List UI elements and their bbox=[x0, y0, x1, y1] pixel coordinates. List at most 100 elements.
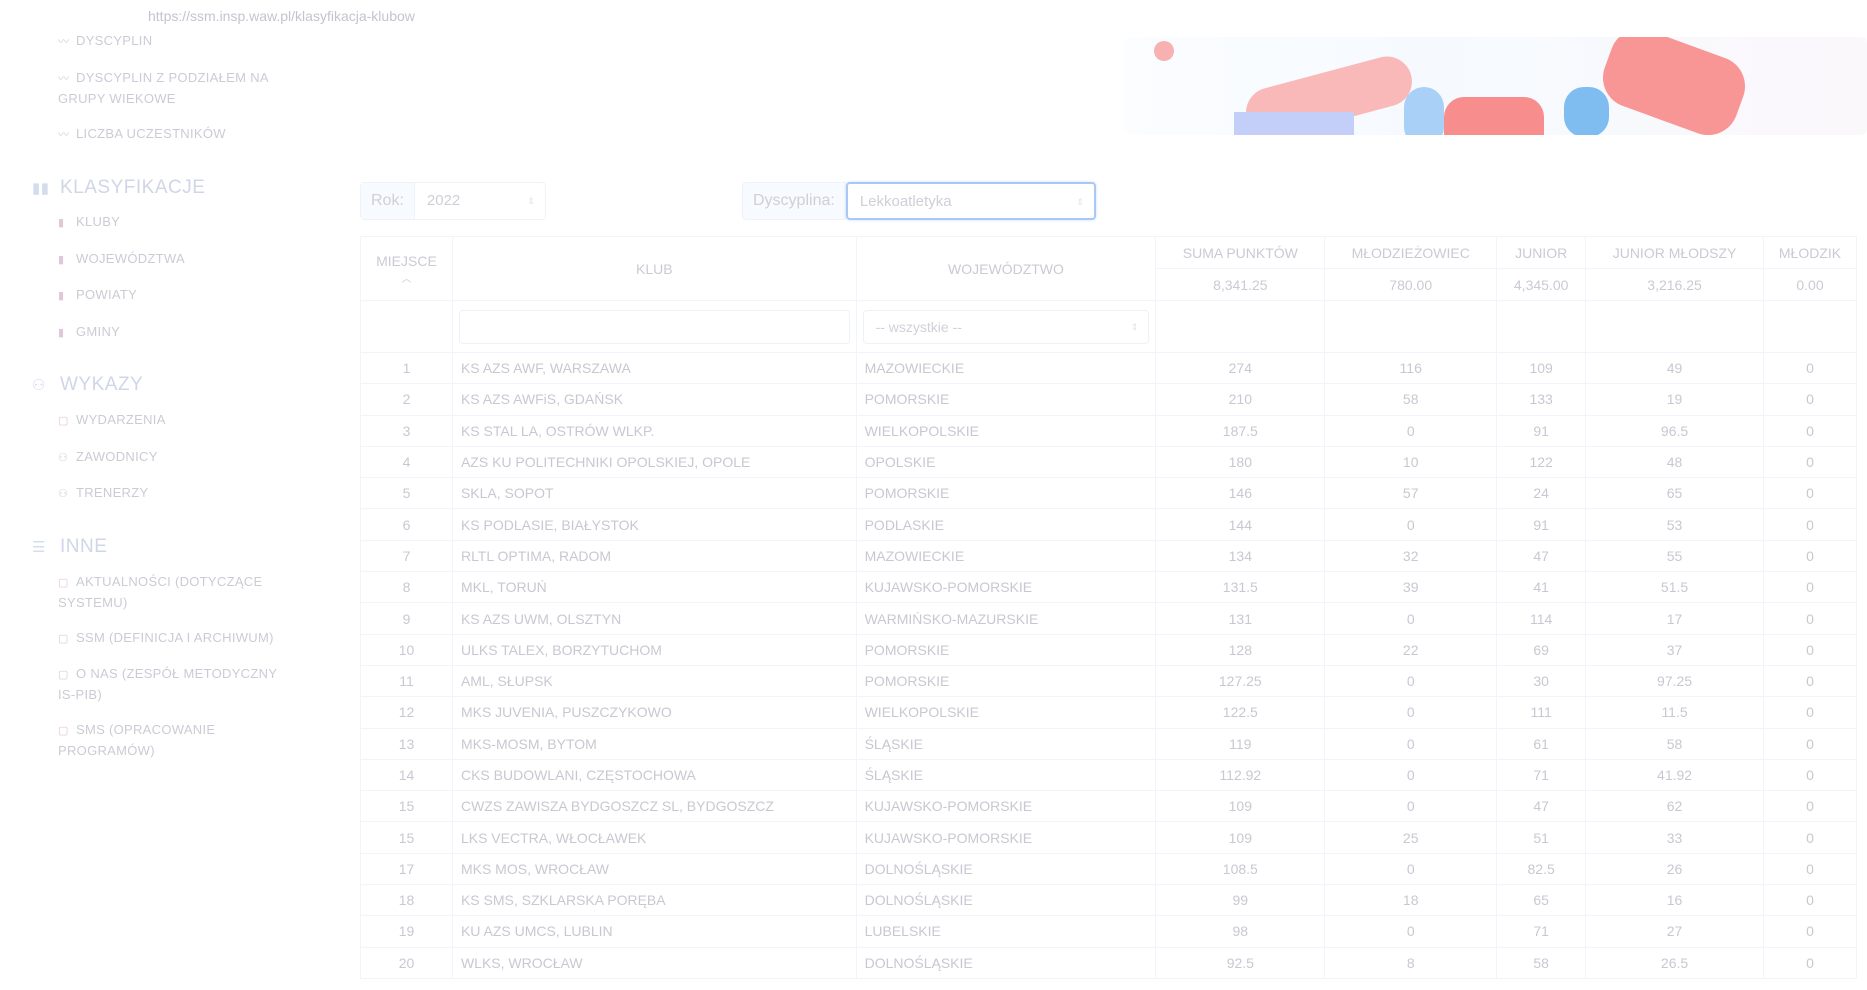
header-club[interactable]: KLUB bbox=[451, 236, 857, 301]
cell-youth: 0 bbox=[1762, 790, 1858, 823]
table-row: 10 ULKS TALEX, BORZYTUCHOM POMORSKIE 128 22 6… bbox=[360, 633, 1858, 666]
cell-club: KS STAL LA, OSTRÓW WLKP. bbox=[451, 414, 857, 447]
sidebar-item-wojewodztwa[interactable]: ▮ WOJEWÓDZTWA bbox=[58, 249, 298, 270]
discipline-value: Lekkoatletyka bbox=[859, 193, 952, 210]
cell-sum: 128 bbox=[1155, 633, 1326, 666]
filter-cell bbox=[1155, 300, 1326, 353]
cell-u23: 0 bbox=[1324, 414, 1498, 447]
sidebar-item-wydarzenia[interactable]: ▢ WYDARZENIA bbox=[58, 410, 298, 431]
cell-place: 10 bbox=[360, 633, 453, 666]
header-junior[interactable]: JUNIOR bbox=[1496, 236, 1587, 269]
sidebar-item-liczba-uczestnikow[interactable]: 〰 LICZBA UCZESTNIKÓW bbox=[58, 124, 298, 145]
cell-youth: 0 bbox=[1762, 477, 1858, 510]
sidebar-item-dyscyplin[interactable]: 〰 DYSCYPLIN bbox=[58, 31, 298, 52]
header-junior-young[interactable]: JUNIOR MŁODSZY bbox=[1585, 236, 1764, 269]
sidebar-item-sms[interactable]: ▢ SMS (OPRACOWANIE PROGRAMÓW) bbox=[58, 720, 298, 761]
sidebar-item-powiaty[interactable]: ▮ POWIATY bbox=[58, 285, 298, 306]
sidebar-item-ssm[interactable]: ▢ SSM (DEFINICJA I ARCHIWUM) bbox=[58, 628, 298, 649]
cell-club: CWZS ZAWISZA BYDGOSZCZ SL, BYDGOSZCZ bbox=[451, 790, 857, 823]
trend-icon: 〰 bbox=[58, 129, 70, 141]
cell-youth: 0 bbox=[1762, 946, 1858, 979]
cell-region: DOLNOŚLĄSKIE bbox=[855, 946, 1157, 979]
cell-place: 17 bbox=[360, 852, 453, 886]
cell-u23: 58 bbox=[1324, 383, 1498, 416]
discipline-select[interactable]: Lekkoatletyka ⇕ bbox=[845, 182, 1096, 220]
table-row: 15 LKS VECTRA, WŁOCŁAWEK KUJAWSKO-POMORSKI… bbox=[360, 821, 1858, 854]
table-row: 14 CKS BUDOWLANI, CZĘSTOCHOWA ŚLĄSKIE 112.9… bbox=[360, 758, 1858, 792]
cell-junior: 71 bbox=[1496, 758, 1587, 792]
cell-region: KUJAWSKO-POMORSKIE bbox=[855, 821, 1157, 854]
cell-youth: 0 bbox=[1762, 445, 1858, 479]
cell-place: 19 bbox=[360, 915, 453, 948]
cell-junior-young: 65 bbox=[1585, 477, 1764, 510]
table-row: 12 MKS JUVENIA, PUSZCZYKOWO WIELKOPOLSKIE 1… bbox=[360, 696, 1858, 729]
sidebar-item-zawodnicy[interactable]: ⚇ ZAWODNICY bbox=[58, 447, 298, 468]
sidebar-item-dyscyplin-wiekowe[interactable]: 〰 DYSCYPLIN Z PODZIAŁEM NA GRUPY WIEKOWE bbox=[58, 68, 298, 109]
cell-youth: 0 bbox=[1762, 539, 1858, 573]
sidebar-item-trenerzy[interactable]: ⚇ TRENERZY bbox=[58, 483, 298, 504]
cell-club: MKL, TORUŃ bbox=[451, 571, 857, 604]
cell-region: POMORSKIE bbox=[855, 664, 1157, 698]
cell-club: KU AZS UMCS, LUBLIN bbox=[451, 915, 857, 948]
header-place[interactable]: MIEJSCE ︿ bbox=[360, 236, 453, 301]
section-wykazy: ⚇ WYKAZY bbox=[32, 374, 143, 396]
cell-youth: 0 bbox=[1762, 602, 1858, 635]
header-youth[interactable]: MŁODZIK bbox=[1762, 236, 1858, 269]
cell-junior-young: 26.5 bbox=[1585, 946, 1764, 979]
cell-sum: 180 bbox=[1155, 445, 1326, 479]
cell-u23: 8 bbox=[1324, 946, 1498, 979]
cell-junior-young: 37 bbox=[1585, 633, 1764, 666]
cell-sum: 274 bbox=[1155, 351, 1326, 385]
cell-u23: 0 bbox=[1324, 915, 1498, 948]
header-sum[interactable]: SUMA PUNKTÓW bbox=[1155, 236, 1326, 269]
table-row: 19 KU AZS UMCS, LUBLIN LUBELSKIE 98 0 71 27 0 bbox=[360, 915, 1858, 948]
cell-youth: 0 bbox=[1762, 414, 1858, 447]
region-filter-select[interactable]: -- wszystkie -- ⇕ bbox=[862, 309, 1150, 344]
cell-place: 2 bbox=[360, 383, 453, 416]
cell-junior: 61 bbox=[1496, 727, 1587, 760]
cell-club: KS AZS UWM, OLSZTYN bbox=[451, 602, 857, 635]
filter-cell bbox=[1585, 300, 1764, 353]
cell-region: POMORSKIE bbox=[855, 633, 1157, 666]
sidebar-item-label: GMINY bbox=[76, 324, 121, 339]
cell-sum: 109 bbox=[1155, 821, 1326, 854]
cell-place: 15 bbox=[360, 821, 453, 854]
cell-sum: 131 bbox=[1155, 602, 1326, 635]
club-filter-input[interactable] bbox=[458, 309, 850, 344]
cell-sum: 119 bbox=[1155, 727, 1326, 760]
filter-cell bbox=[360, 300, 453, 353]
table-row: 18 KS SMS, SZKLARSKA PORĘBA DOLNOŚLĄSKIE 99… bbox=[360, 884, 1858, 917]
select-arrows-icon: ⇕ bbox=[1130, 321, 1139, 332]
cell-sum: 108.5 bbox=[1155, 852, 1326, 886]
cell-club: CKS BUDOWLANI, CZĘSTOCHOWA bbox=[451, 758, 857, 792]
sidebar-item-o-nas[interactable]: ▢ O NAS (ZESPÓŁ METODYCZNY IS-PIB) bbox=[58, 664, 298, 705]
cell-junior-young: 19 bbox=[1585, 383, 1764, 416]
header-region[interactable]: WOJEWÓDZTWO bbox=[855, 236, 1157, 301]
cell-youth: 0 bbox=[1762, 508, 1858, 541]
header-u23[interactable]: MŁODZIEŻOWIEC bbox=[1324, 236, 1498, 269]
year-select[interactable]: 2022 ⇕ bbox=[415, 183, 545, 219]
cell-region: LUBELSKIE bbox=[855, 915, 1157, 948]
cell-junior: 47 bbox=[1496, 539, 1587, 573]
cell-youth: 0 bbox=[1762, 571, 1858, 604]
cell-club: KS SMS, SZKLARSKA PORĘBA bbox=[451, 884, 857, 917]
bar-chart-icon: ▮ bbox=[58, 290, 65, 302]
cell-u23: 0 bbox=[1324, 664, 1498, 698]
sidebar-item-gminy[interactable]: ▮ GMINY bbox=[58, 322, 298, 343]
header-label: MIEJSCE bbox=[376, 252, 437, 269]
filter-cell bbox=[1762, 300, 1858, 353]
users-icon: ⚇ bbox=[32, 377, 46, 394]
filter-cell: -- wszystkie -- ⇕ bbox=[855, 300, 1157, 353]
sidebar-item-kluby[interactable]: ▮ KLUBY bbox=[58, 212, 298, 233]
cell-place: 18 bbox=[360, 884, 453, 917]
sidebar-item-label: O NAS (ZESPÓŁ METODYCZNY IS-PIB) bbox=[58, 666, 278, 702]
table-row: 4 AZS KU POLITECHNIKI OPOLSKIEJ, OPOLE OPO… bbox=[360, 445, 1858, 479]
cell-junior: 111 bbox=[1496, 696, 1587, 729]
filter-cell bbox=[1496, 300, 1587, 353]
total-junior-young: 3,216.25 bbox=[1585, 268, 1764, 301]
hero-banner-image bbox=[1124, 37, 1867, 135]
bar-chart-icon: ▮ bbox=[58, 217, 65, 229]
cell-youth: 0 bbox=[1762, 664, 1858, 698]
sidebar-item-aktualnosci[interactable]: ▢ AKTUALNOŚCI (DOTYCZĄCE SYSTEMU) bbox=[58, 572, 298, 613]
cell-region: POMORSKIE bbox=[855, 383, 1157, 416]
